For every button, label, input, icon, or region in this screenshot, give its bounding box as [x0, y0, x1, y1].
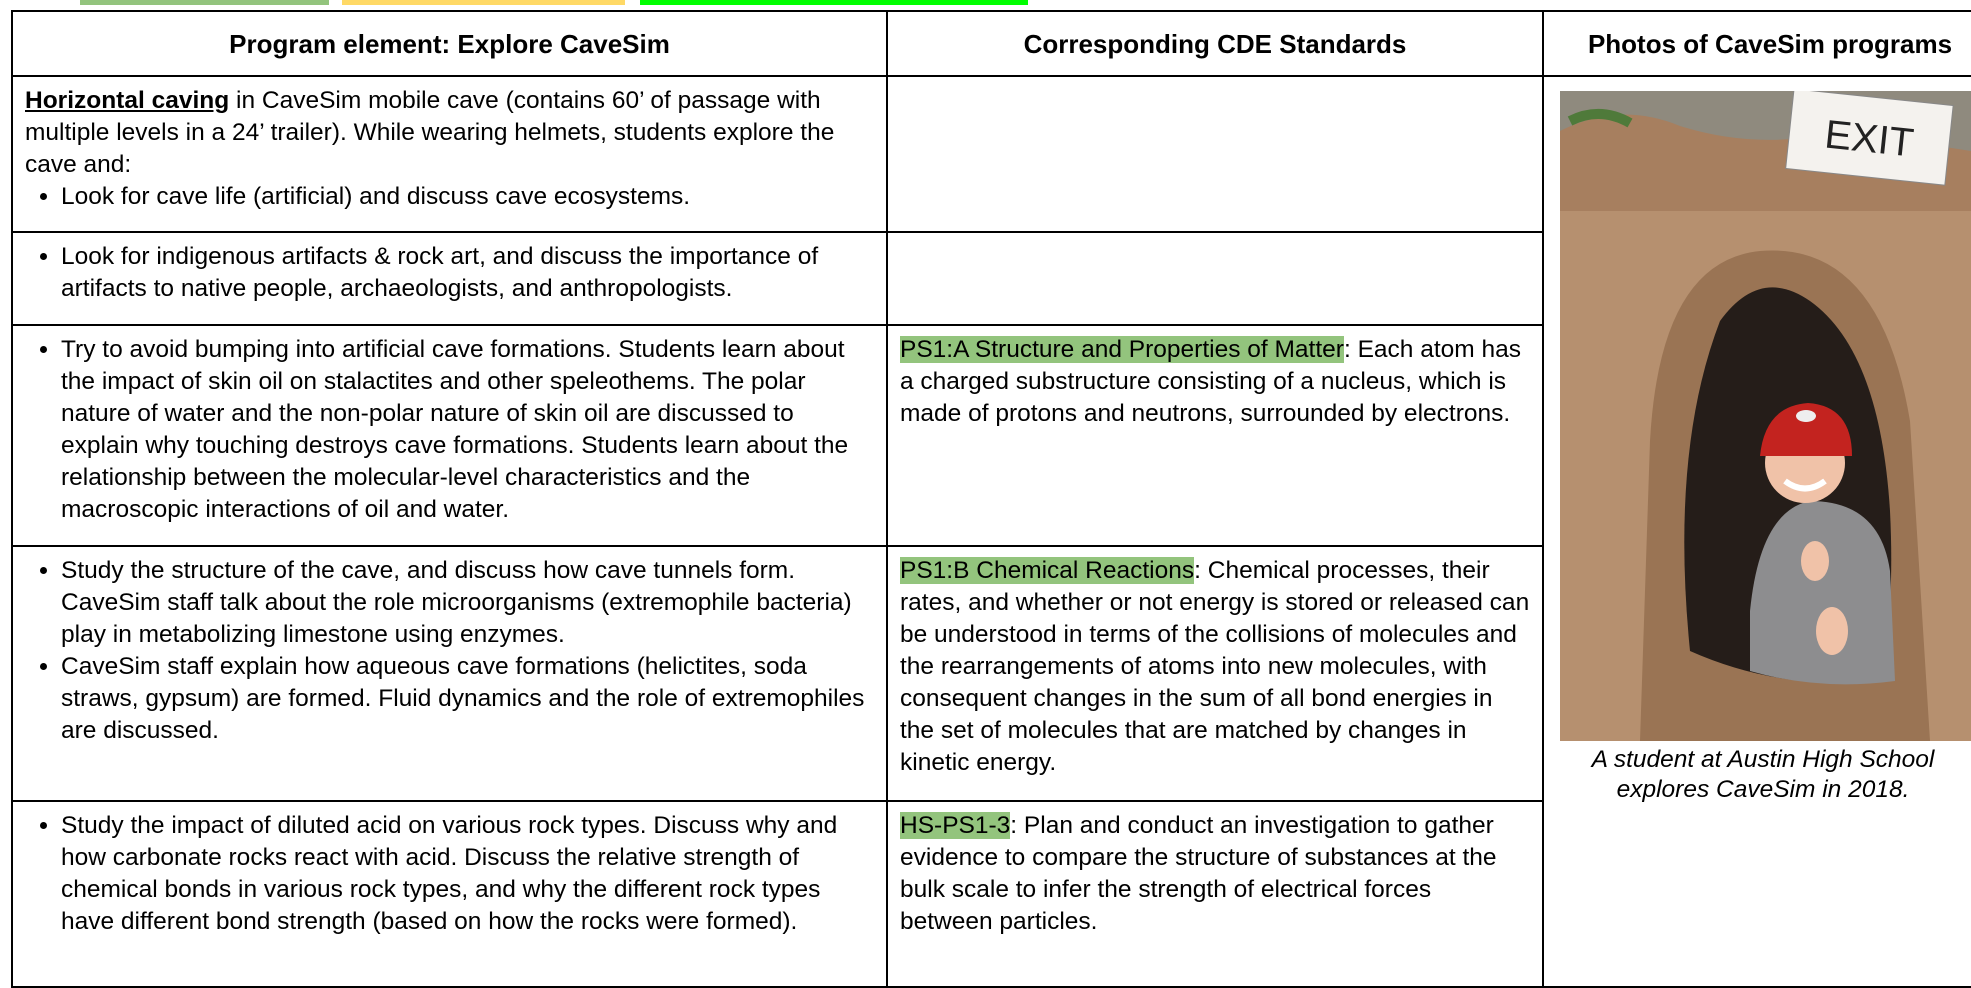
header-cell: Photos of CaveSim programs — [1542, 10, 1971, 77]
program-cell: Study the impact of diluted acid on vari… — [11, 800, 888, 988]
standard-cell: PS1:A Structure and Properties of Matter… — [886, 324, 1544, 547]
table-row: Study the impact of diluted acid on vari… — [11, 800, 1971, 988]
bullet-item: CaveSim staff explain how aqueous cave f… — [61, 651, 874, 747]
program-text: in CaveSim mobile cave (contains 60’ of … — [25, 87, 835, 178]
program-cell: Try to avoid bumping into artificial cav… — [11, 324, 888, 547]
standard-text: : Each atom has a charged substructure c… — [900, 336, 1521, 427]
legend-swatch — [342, 0, 625, 5]
standard-cell — [886, 231, 1544, 326]
table-row: Study the structure of the cave, and dis… — [11, 545, 1971, 802]
bullet-item: Study the impact of diluted acid on vari… — [61, 810, 874, 938]
standard-code: PS1:B Chemical Reactions — [900, 557, 1195, 584]
bullet-list: Study the structure of the cave, and dis… — [25, 555, 874, 747]
standard-cell — [886, 75, 1544, 233]
bullet-list: Look for indigenous artifacts & rock art… — [25, 241, 874, 305]
header-row: Program element: Explore CaveSim Correspo… — [11, 10, 1971, 77]
bullet-item: Look for cave life (artificial) and disc… — [61, 181, 874, 213]
legend-swatch — [640, 0, 1028, 5]
standard-text: : Chemical processes, their rates, and w… — [900, 557, 1530, 776]
bullet-item: Look for indigenous artifacts & rock art… — [61, 241, 874, 305]
standard-text: : Plan and conduct an investigation to g… — [900, 812, 1497, 935]
standard-cell: PS1:B Chemical Reactions: Chemical proce… — [886, 545, 1544, 802]
header-cell: Program element: Explore CaveSim — [11, 10, 888, 77]
standard-cell: HS-PS1-3: Plan and conduct an investigat… — [886, 800, 1544, 988]
bullet-list: Look for cave life (artificial) and disc… — [25, 181, 874, 213]
bullet-item: Try to avoid bumping into artificial cav… — [61, 334, 874, 526]
table-row: Look for indigenous artifacts & rock art… — [11, 231, 1971, 326]
bullet-item: Study the structure of the cave, and dis… — [61, 555, 874, 651]
standard-code: HS-PS1-3 — [900, 812, 1011, 839]
bullet-list: Study the impact of diluted acid on vari… — [25, 810, 874, 938]
program-lead: Horizontal caving — [25, 87, 230, 114]
standards-table: Program element: Explore CaveSim Correspo… — [11, 10, 1971, 988]
photo: EXIT — [1560, 91, 1971, 741]
photo-cell: EXIT A student at Austin High School exp… — [1542, 75, 1971, 988]
legend-swatch — [80, 0, 329, 5]
program-cell: Study the structure of the cave, and dis… — [11, 545, 888, 802]
standard-code: PS1:A Structure and Properties of Matter — [900, 336, 1344, 363]
photo-caption: A student at Austin High School explores… — [1591, 746, 1935, 803]
table-row: Try to avoid bumping into artificial cav… — [11, 324, 1971, 547]
program-cell: Look for indigenous artifacts & rock art… — [11, 231, 888, 326]
program-cell: Horizontal caving in CaveSim mobile cave… — [11, 75, 888, 233]
sign-text: EXIT — [1823, 112, 1916, 165]
header-cell: Corresponding CDE Standards — [886, 10, 1544, 77]
program-intro: Horizontal caving in CaveSim mobile cave… — [25, 85, 874, 181]
table-row: Horizontal caving in CaveSim mobile cave… — [11, 75, 1971, 988]
bullet-list: Try to avoid bumping into artificial cav… — [25, 334, 874, 526]
